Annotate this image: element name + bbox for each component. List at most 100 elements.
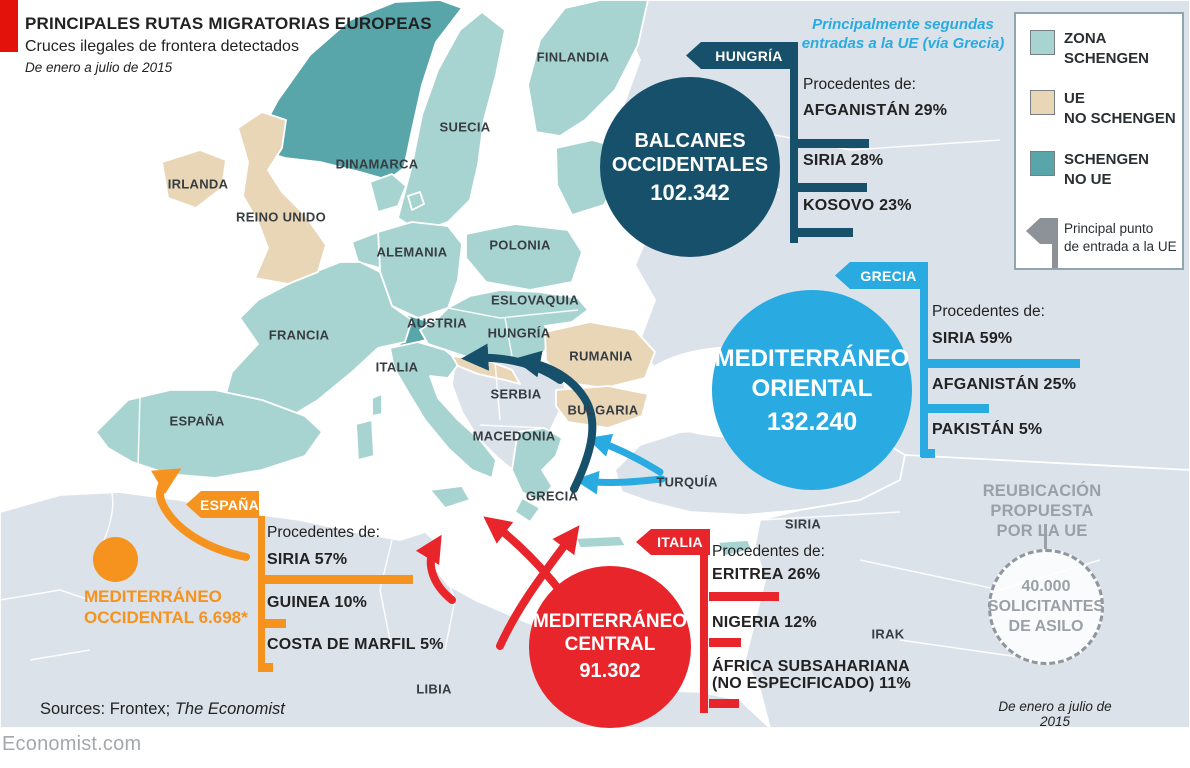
balcanes-circle: BALCANES OCCIDENTALES 102.342 bbox=[600, 77, 780, 257]
occidental-tag: ESPAÑA bbox=[186, 491, 259, 518]
label-macedonia: MACEDONIA bbox=[472, 428, 556, 444]
balcanes-origin-0: AFGANISTÁN 29% bbox=[803, 102, 948, 119]
country-ireland bbox=[161, 149, 227, 209]
label-francia: FRANCIA bbox=[268, 327, 330, 343]
label-hungria: HUNGRÍA bbox=[487, 325, 551, 341]
legend-swatch-schengen-no-eu bbox=[1030, 151, 1055, 176]
occidental-origin-2: COSTA DE MARFIL 5% bbox=[267, 636, 444, 653]
balcanes-origin-2: KOSOVO 23% bbox=[803, 197, 912, 214]
occidental-label: MEDITERRÁNEO OCCIDENTAL 6.698* bbox=[84, 587, 248, 628]
arrow-central-med-3 bbox=[496, 525, 580, 650]
label-alemania: ALEMANIA bbox=[376, 244, 448, 260]
legend-label-entry-point: Principal punto de entrada a la UE bbox=[1064, 221, 1177, 254]
occidental-origins-title: Procedentes de: bbox=[267, 524, 380, 541]
label-libia: LIBIA bbox=[416, 681, 452, 697]
sources-line: Sources: Frontex; The Economist bbox=[40, 700, 285, 719]
balcanes-bar-1 bbox=[791, 183, 867, 192]
arrow-central-med-1 bbox=[415, 534, 456, 604]
oriental-circle-total: 132.240 bbox=[766, 407, 858, 436]
oriental-bar-2 bbox=[921, 449, 935, 458]
label-irlanda: IRLANDA bbox=[167, 176, 229, 192]
label-finlandia: FINLANDIA bbox=[536, 49, 610, 65]
island-sicily bbox=[429, 485, 471, 509]
island-crete bbox=[575, 535, 627, 549]
country-benelux bbox=[351, 231, 381, 269]
island-sardinia bbox=[355, 419, 375, 461]
country-france bbox=[221, 261, 413, 427]
central-circle-total: 91.302 bbox=[579, 659, 641, 682]
oriental-origins-title: Procedentes de: bbox=[932, 303, 1045, 320]
label-serbia: SERBIA bbox=[490, 386, 542, 402]
entry-point-icon-stem bbox=[1052, 242, 1058, 268]
label-bulgaria: BULGARIA bbox=[567, 402, 639, 418]
country-greece bbox=[511, 427, 563, 523]
country-finland bbox=[527, 0, 649, 137]
central-bar-2 bbox=[709, 699, 739, 708]
brand-red-block bbox=[0, 0, 18, 52]
balcanes-origin-1: SIRIA 28% bbox=[803, 152, 884, 169]
page-subtitle: Cruces ilegales de frontera detectados bbox=[25, 38, 299, 55]
country-sweden bbox=[397, 11, 506, 233]
label-reino-unido: REINO UNIDO bbox=[236, 209, 326, 225]
relocation-period: De enero a julio de 2015 bbox=[998, 699, 1112, 729]
occidental-bar-2 bbox=[259, 663, 273, 672]
oriental-circle-name: MEDITERRÁNEO ORIENTAL bbox=[714, 344, 910, 402]
legend-label-schengen: ZONA SCHENGEN bbox=[1064, 30, 1150, 68]
oriental-circle: MEDITERRÁNEO ORIENTAL 132.240 bbox=[712, 290, 912, 490]
label-dinamarca: DINAMARCA bbox=[335, 156, 419, 172]
oriental-stem bbox=[920, 287, 928, 457]
legend-label-eu-no-schengen: UE NO SCHENGEN bbox=[1064, 90, 1176, 128]
central-tag: ITALIA bbox=[636, 529, 710, 555]
label-suecia: SUECIA bbox=[439, 119, 491, 135]
legend-swatch-schengen bbox=[1030, 30, 1055, 55]
balcanes-bar-0 bbox=[791, 139, 870, 148]
arrow-eastern-med-2 bbox=[574, 470, 666, 495]
balcanes-circle-total: 102.342 bbox=[650, 179, 730, 205]
oriental-origin-2: PAKISTÁN 5% bbox=[932, 421, 1043, 438]
central-bar-0 bbox=[709, 592, 780, 601]
oriental-tag: GRECIA bbox=[835, 262, 928, 289]
label-rumania: RUMANIA bbox=[569, 348, 633, 364]
legend-swatch-eu-no-schengen bbox=[1030, 90, 1055, 115]
oriental-origin-0: SIRIA 59% bbox=[932, 330, 1013, 347]
arrow-balkans-2 bbox=[461, 343, 564, 384]
label-italia: ITALIA bbox=[375, 359, 419, 375]
island-corsica bbox=[371, 393, 383, 417]
arrow-balkans-1 bbox=[513, 350, 597, 493]
page-period: De enero a julio de 2015 bbox=[25, 60, 173, 75]
balcanes-circle-name: BALCANES OCCIDENTALES bbox=[611, 129, 769, 176]
central-stem bbox=[700, 553, 708, 713]
occidental-origin-0: SIRIA 57% bbox=[267, 551, 348, 568]
country-denmark bbox=[369, 173, 425, 213]
label-turquia: TURQUÍA bbox=[656, 474, 718, 490]
label-irak: IRAK bbox=[871, 626, 905, 642]
country-uk bbox=[237, 111, 327, 285]
occidental-origin-1: GUINEA 10% bbox=[267, 594, 368, 611]
relocation-connector bbox=[1044, 524, 1047, 550]
island-cyprus bbox=[717, 539, 753, 557]
balcanes-stem bbox=[790, 67, 798, 243]
sources-prefix: Sources: Frontex; bbox=[40, 700, 175, 718]
legend-label-schengen-no-eu: SCHENGEN NO UE bbox=[1064, 151, 1150, 189]
central-origin-0: ERITREA 26% bbox=[712, 566, 821, 583]
relocation-circle: 40.000 SOLICITANTES DE ASILO bbox=[988, 549, 1104, 665]
label-eslovaquia: ESLOVAQUIA bbox=[491, 292, 579, 308]
label-siria: SIRIA bbox=[784, 516, 822, 532]
page-title: PRINCIPALES RUTAS MIGRATORIAS EUROPEAS bbox=[25, 14, 432, 33]
country-norway bbox=[251, 0, 463, 181]
sources-source: The Economist bbox=[174, 700, 285, 718]
label-polonia: POLONIA bbox=[489, 237, 551, 253]
occidental-stem bbox=[258, 516, 265, 672]
occidental-bar-1 bbox=[259, 619, 286, 628]
central-circle-name: MEDITERRÁNEO CENTRAL bbox=[532, 611, 688, 655]
country-poland bbox=[465, 223, 583, 291]
central-bar-1 bbox=[709, 638, 742, 647]
balcanes-tag: HUNGRÍA bbox=[686, 42, 798, 69]
balcanes-origins-title: Procedentes de: bbox=[803, 76, 916, 93]
label-austria: AUSTRIA bbox=[407, 315, 467, 331]
central-circle: MEDITERRÁNEO CENTRAL 91.302 bbox=[529, 566, 691, 728]
balcanes-note: Principalmente segundas entradas a la UE… bbox=[801, 16, 1005, 52]
entry-point-icon bbox=[1026, 218, 1058, 244]
oriental-origin-1: AFGANISTÁN 25% bbox=[932, 376, 1077, 393]
